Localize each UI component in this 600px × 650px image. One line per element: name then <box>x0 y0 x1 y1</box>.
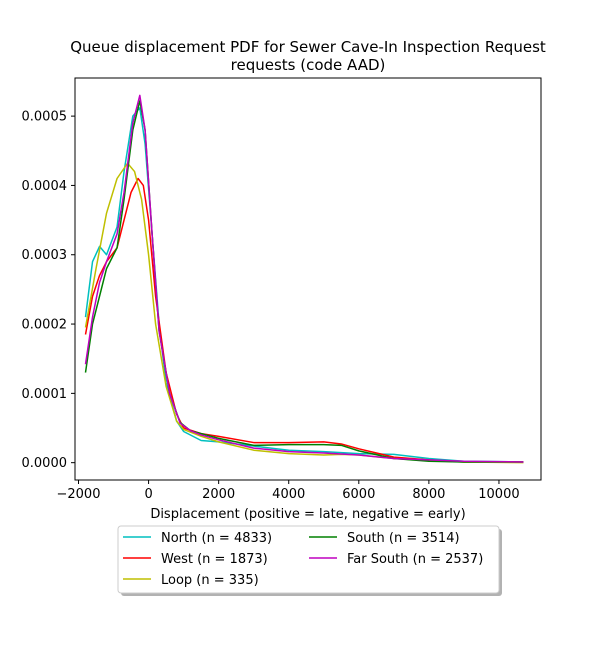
x-tick-label: 6000 <box>342 487 375 502</box>
x-tick-label: 4000 <box>272 487 305 502</box>
x-tick-label: 8000 <box>412 487 445 502</box>
series-layer <box>84 94 524 464</box>
chart-title-line-1: Queue displacement PDF for Sewer Cave-In… <box>70 38 546 56</box>
legend-label-1: West (n = 1873) <box>161 552 268 567</box>
legend-label-4: Far South (n = 2537) <box>347 552 483 567</box>
y-tick-label: 0.0001 <box>22 387 68 402</box>
y-axis: 0.0000 0.0001 0.0002 0.0003 0.0004 0.0005 <box>22 110 75 471</box>
legend: North (n = 4833) West (n = 1873) Loop (n =… <box>117 525 502 596</box>
x-axis-label: Displacement (positive = late, negative … <box>150 507 465 522</box>
legend-label-0: North (n = 4833) <box>161 531 272 546</box>
y-tick-label: 0.0002 <box>22 318 68 333</box>
y-tick-label: 0.0004 <box>22 179 68 194</box>
x-tick-label: 10000 <box>478 487 519 502</box>
series-line-4 <box>84 94 524 463</box>
chart-title-line-2: requests (code AAD) <box>231 56 386 74</box>
y-tick-label: 0.0003 <box>22 248 68 263</box>
x-tick-label: 2000 <box>202 487 235 502</box>
legend-label-2: Loop (n = 335) <box>161 573 259 588</box>
y-tick-label: 0.0005 <box>22 110 68 125</box>
y-tick-label: 0.0000 <box>22 456 68 471</box>
x-axis: −2000 0 2000 4000 6000 8000 10000 <box>57 480 520 502</box>
legend-box <box>117 525 500 594</box>
legend-label-3: South (n = 3514) <box>347 531 460 546</box>
plot-frame <box>74 77 542 481</box>
series-line-2 <box>84 162 524 464</box>
x-tick-label: 0 <box>144 487 152 502</box>
x-tick-label: −2000 <box>57 487 101 502</box>
